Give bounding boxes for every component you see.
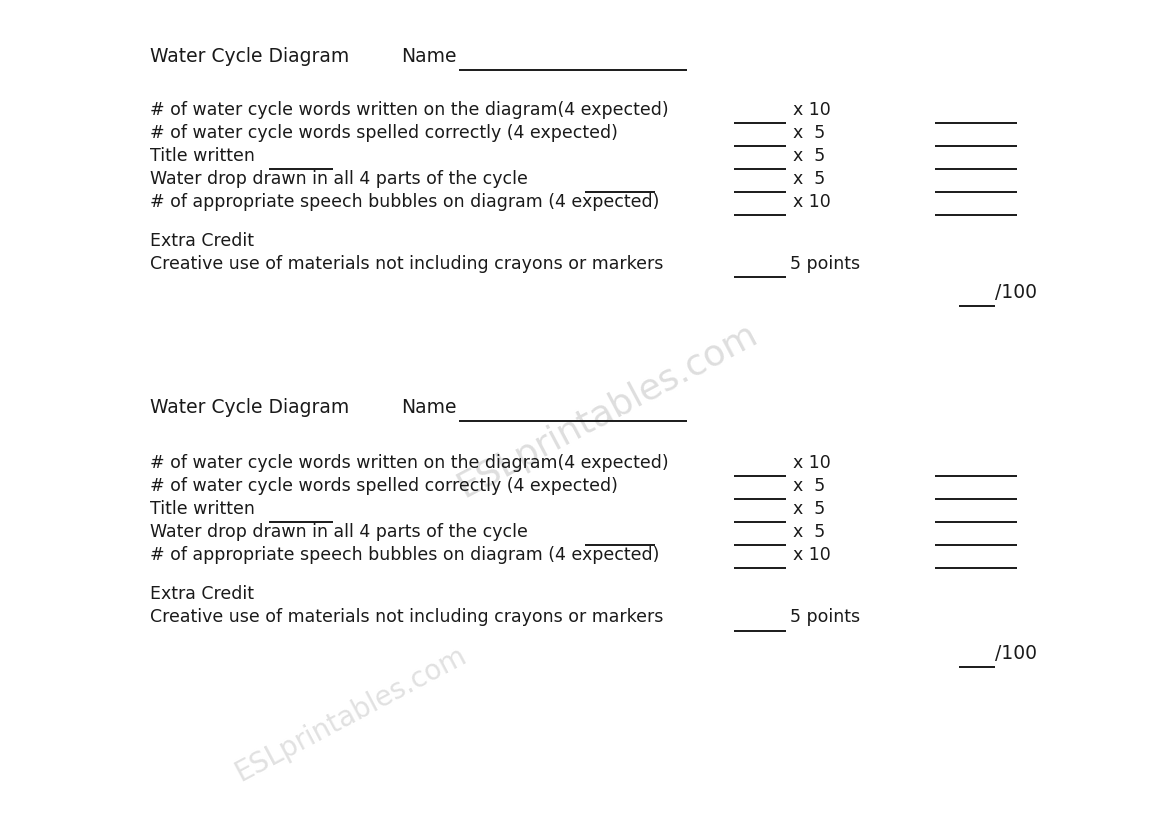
- Text: x  5: x 5: [793, 477, 825, 495]
- Text: x  5: x 5: [793, 147, 825, 165]
- Text: # of water cycle words written on the diagram(4 expected): # of water cycle words written on the di…: [150, 454, 669, 472]
- Text: Water Cycle Diagram: Water Cycle Diagram: [150, 398, 348, 417]
- Text: ESLprintables.com: ESLprintables.com: [230, 641, 471, 787]
- Text: Name: Name: [401, 398, 456, 417]
- Text: /100: /100: [995, 283, 1037, 302]
- Text: Title written: Title written: [150, 147, 255, 165]
- Text: x  5: x 5: [793, 500, 825, 518]
- Text: ESLprintables.com: ESLprintables.com: [452, 317, 763, 504]
- Text: # of water cycle words written on the diagram(4 expected): # of water cycle words written on the di…: [150, 101, 669, 119]
- Text: # of water cycle words spelled correctly (4 expected): # of water cycle words spelled correctly…: [150, 124, 617, 142]
- Text: x 10: x 10: [793, 193, 830, 211]
- Text: x 10: x 10: [793, 101, 830, 119]
- Text: /100: /100: [995, 644, 1037, 663]
- Text: Water drop drawn in all 4 parts of the cycle: Water drop drawn in all 4 parts of the c…: [150, 170, 527, 188]
- Text: Water drop drawn in all 4 parts of the cycle: Water drop drawn in all 4 parts of the c…: [150, 523, 527, 541]
- Text: x 10: x 10: [793, 546, 830, 564]
- Text: 5 points: 5 points: [790, 608, 860, 626]
- Text: x  5: x 5: [793, 124, 825, 142]
- Text: Extra Credit: Extra Credit: [150, 585, 254, 603]
- Text: x 10: x 10: [793, 454, 830, 472]
- Text: # of appropriate speech bubbles on diagram (4 expected): # of appropriate speech bubbles on diagr…: [150, 546, 659, 564]
- Text: Title written: Title written: [150, 500, 255, 518]
- Text: Name: Name: [401, 47, 456, 66]
- Text: x  5: x 5: [793, 523, 825, 541]
- Text: Creative use of materials not including crayons or markers: Creative use of materials not including …: [150, 608, 663, 626]
- Text: # of water cycle words spelled correctly (4 expected): # of water cycle words spelled correctly…: [150, 477, 617, 495]
- Text: 5 points: 5 points: [790, 255, 860, 273]
- Text: x  5: x 5: [793, 170, 825, 188]
- Text: Extra Credit: Extra Credit: [150, 232, 254, 250]
- Text: # of appropriate speech bubbles on diagram (4 expected): # of appropriate speech bubbles on diagr…: [150, 193, 659, 211]
- Text: Creative use of materials not including crayons or markers: Creative use of materials not including …: [150, 255, 663, 273]
- Text: Water Cycle Diagram: Water Cycle Diagram: [150, 47, 348, 66]
